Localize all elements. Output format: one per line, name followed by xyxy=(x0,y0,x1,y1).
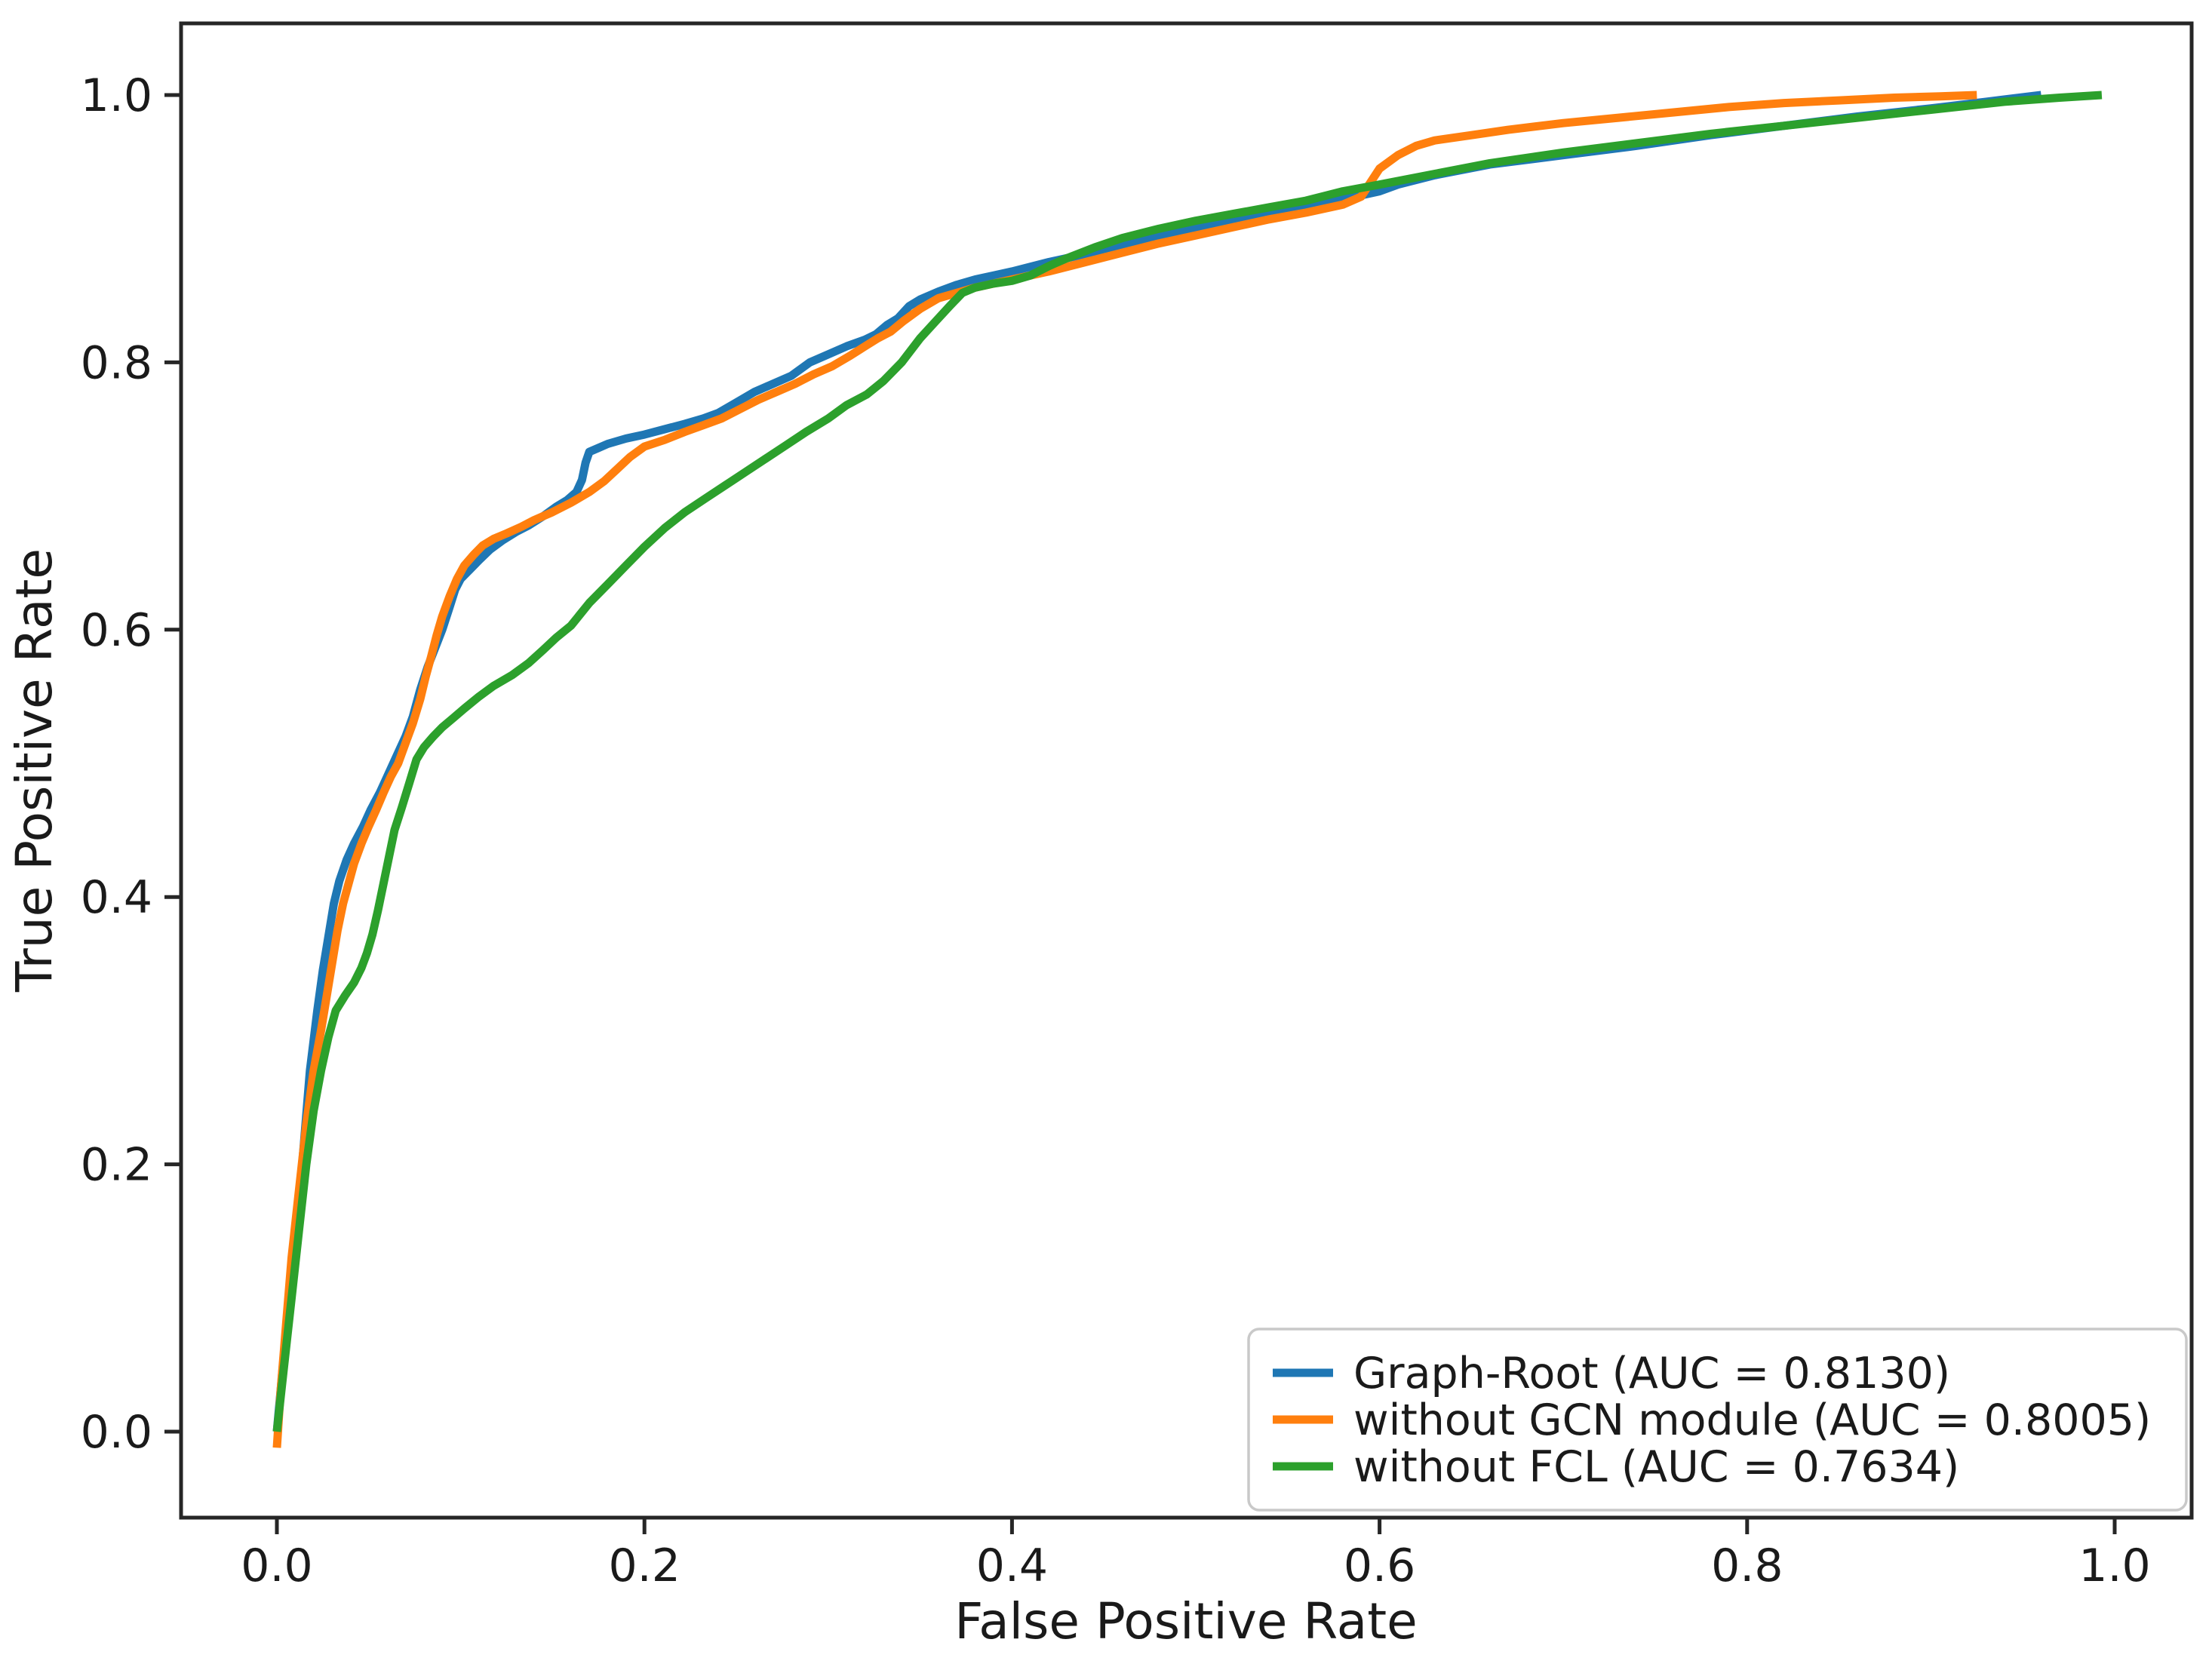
legend-label-2: without FCL (AUC = 0.7634) xyxy=(1353,1442,1959,1492)
roc-curve-1 xyxy=(272,91,1977,1448)
x-tick-label: 0.8 xyxy=(1711,1540,1783,1592)
roc-curves xyxy=(272,91,2103,1448)
y-tick-label: 0.4 xyxy=(81,871,152,924)
x-tick-label: 0.6 xyxy=(1344,1540,1415,1592)
y-tick-label: 0.8 xyxy=(81,336,152,389)
y-tick-label: 0.2 xyxy=(81,1139,152,1192)
y-tick-label: 0.6 xyxy=(81,604,152,657)
y-tick-label: 0.0 xyxy=(81,1406,152,1459)
legend-box xyxy=(1247,1328,2188,1512)
roc-curve-2 xyxy=(272,91,2103,1432)
y-tick-label: 1.0 xyxy=(81,69,152,122)
x-axis-label: False Positive Rate xyxy=(954,1592,1417,1650)
x-tick-label: 0.4 xyxy=(976,1540,1048,1592)
roc-curve-0 xyxy=(272,91,2042,1432)
x-tick-label: 1.0 xyxy=(2078,1540,2150,1592)
x-tick-label: 0.0 xyxy=(241,1540,312,1592)
legend: Graph-Root (AUC = 0.8130)without GCN mod… xyxy=(1247,1328,2188,1512)
plot-border xyxy=(179,21,2194,1520)
legend-label-0: Graph-Root (AUC = 0.8130) xyxy=(1353,1349,1950,1398)
y-axis-label: True Positive Rate xyxy=(5,548,63,993)
y-axis-ticks: 0.0 0.2 0.4 0.6 0.8 1.0 xyxy=(81,69,181,1459)
x-tick-label: 0.2 xyxy=(608,1540,680,1592)
legend-label-1: without GCN module (AUC = 0.8005) xyxy=(1353,1395,2151,1445)
x-axis-ticks: 0.0 0.2 0.4 0.6 0.8 1.0 xyxy=(241,1518,2151,1592)
